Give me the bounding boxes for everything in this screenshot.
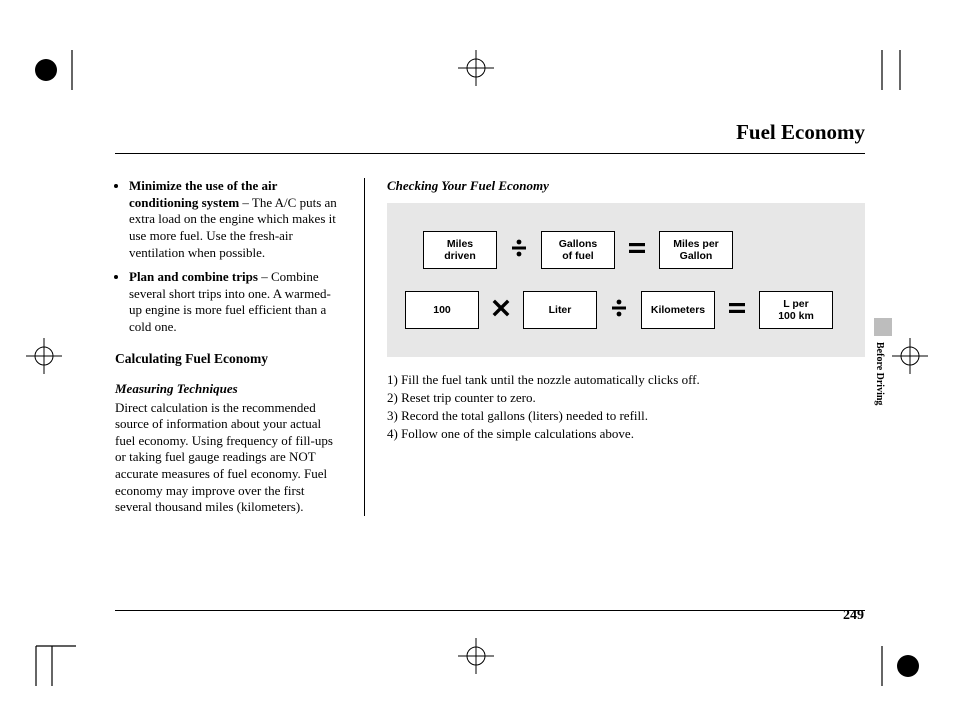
formula-box: Kilometers	[641, 291, 715, 329]
formula-box: Milesdriven	[423, 231, 497, 269]
crop-mark-br	[870, 636, 926, 686]
measuring-body: Direct calculation is the recommended so…	[115, 400, 343, 516]
step-item: 1) Fill the fuel tank until the nozzle a…	[387, 371, 865, 389]
section-tab: Before Driving	[874, 318, 892, 408]
multiply-icon	[491, 298, 511, 322]
calc-heading: Calculating Fuel Economy	[115, 350, 343, 367]
formula-box: Miles perGallon	[659, 231, 733, 269]
formula-box: L per100 km	[759, 291, 833, 329]
crop-mark-tr	[870, 50, 926, 90]
header-rule	[115, 153, 865, 154]
step-item: 3) Record the total gallons (liters) nee…	[387, 407, 865, 425]
formula-box: 100	[405, 291, 479, 329]
crop-mark-bl	[28, 636, 84, 686]
measuring-heading: Measuring Techniques	[115, 381, 343, 398]
equals-icon	[627, 238, 647, 262]
crop-mark-tl	[28, 50, 84, 90]
formula-box: Gallonsof fuel	[541, 231, 615, 269]
tab-marker	[874, 318, 892, 336]
equals-icon	[727, 298, 747, 322]
crop-mark-bc	[456, 636, 496, 676]
crop-mark-tc	[456, 48, 496, 88]
page-title: Fuel Economy	[115, 120, 865, 145]
step-item: 2) Reset trip counter to zero.	[387, 389, 865, 407]
step-item: 4) Follow one of the simple calculations…	[387, 425, 865, 443]
column-separator	[364, 178, 365, 516]
page-number: 249	[843, 608, 864, 624]
tab-label: Before Driving	[874, 342, 885, 405]
divide-icon	[509, 237, 529, 263]
crop-mark-mr	[890, 336, 930, 376]
tip-bold: Plan and combine trips	[129, 269, 258, 284]
divide-icon	[609, 297, 629, 323]
formula-row-2: 100 Liter Kilometers L per100 km	[405, 291, 847, 329]
footer-rule	[115, 610, 865, 611]
left-column: Minimize the use of the air conditioning…	[115, 178, 343, 516]
formula-box: Liter	[523, 291, 597, 329]
formula-row-1: Milesdriven Gallonsof fuel Miles perGall…	[423, 231, 847, 269]
list-item: Plan and combine trips ‒ Combine several…	[129, 269, 343, 336]
fuel-economy-diagram: Milesdriven Gallonsof fuel Miles perGall…	[387, 203, 865, 357]
checking-heading: Checking Your Fuel Economy	[387, 178, 865, 195]
steps-list: 1) Fill the fuel tank until the nozzle a…	[387, 371, 865, 444]
page-body: Fuel Economy Minimize the use of the air…	[115, 120, 865, 516]
list-item: Minimize the use of the air conditioning…	[129, 178, 343, 261]
right-column: Checking Your Fuel Economy Milesdriven G…	[387, 178, 865, 516]
tips-list: Minimize the use of the air conditioning…	[115, 178, 343, 336]
crop-mark-ml	[24, 336, 64, 376]
